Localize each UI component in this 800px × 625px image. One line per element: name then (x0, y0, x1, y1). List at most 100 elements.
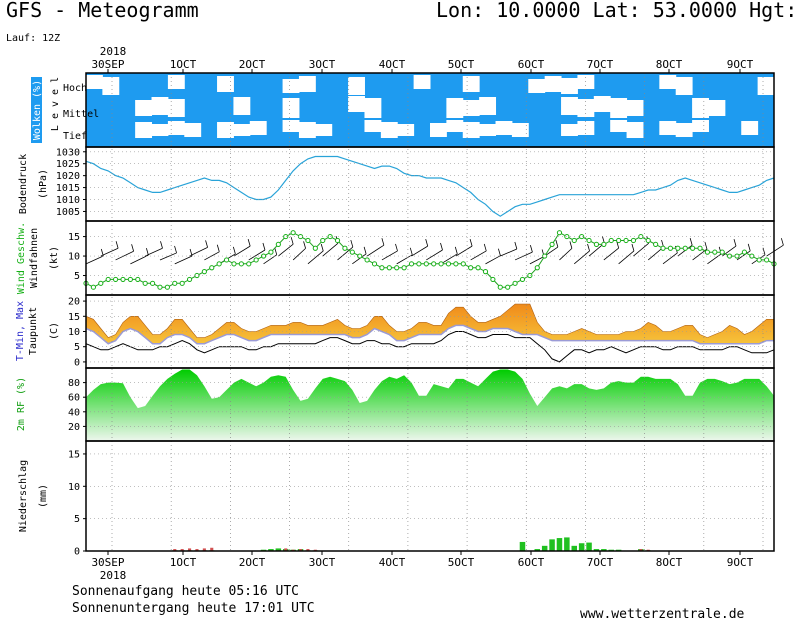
panel-frame-pressure (85, 146, 775, 222)
wind-speed-point (675, 245, 681, 251)
wind-speed-point (608, 237, 614, 244)
precip-bar-large-scale (210, 547, 214, 551)
pressure-ylabel: Bodendruck (18, 154, 29, 214)
wind-speed-point (275, 241, 281, 247)
wind-speed-point (112, 276, 119, 283)
time-label-top: 7OCT (587, 58, 614, 71)
wind-barb (529, 256, 545, 265)
wind-speed-point (593, 241, 600, 247)
precip-ylabel: Niederschlag (18, 460, 29, 532)
cloud-cell (151, 124, 169, 136)
wind-barb (455, 245, 473, 257)
wind-speed-point (172, 280, 178, 286)
wind-speed-point (749, 253, 755, 259)
cloud-cell (298, 122, 316, 138)
wind-barb-tick (115, 241, 119, 249)
cloud-cell (626, 122, 644, 138)
wind-speed-point (216, 261, 222, 267)
wind-barb (721, 245, 737, 257)
precip-bar-large-scale (639, 549, 643, 551)
wind-barb (115, 250, 134, 261)
cloud-cell (544, 76, 562, 92)
wind-barb-tick (469, 239, 473, 247)
cloud-cell (348, 96, 365, 112)
cloud-cell (298, 76, 316, 92)
wind-speed-point (334, 237, 341, 244)
wind-barb-tick (247, 239, 251, 247)
ytick-precipitation: 10 (68, 482, 80, 493)
wind-barb-tick (350, 239, 354, 248)
cloud-cell (561, 97, 578, 115)
wind-speed-point (342, 245, 348, 251)
cloud-cell (528, 79, 546, 93)
ytick-temperature: 20 (68, 297, 80, 308)
wind-speed-point (704, 249, 711, 255)
wind-unit: (kt) (49, 246, 60, 270)
wind-speed-point (490, 276, 496, 283)
temp-ylabel2: Taupunkt (28, 307, 39, 355)
wind-barb (559, 248, 573, 261)
cloud-cell (479, 124, 497, 136)
wind-barb (440, 253, 458, 265)
cloud-cell (167, 75, 185, 89)
cloud-cell (626, 100, 644, 116)
time-label-bottom: 9OCT (727, 556, 754, 569)
wind-barb (337, 246, 354, 261)
wind-speed-point (320, 237, 326, 244)
cloud-cell (577, 121, 595, 135)
cloud-cell (659, 75, 677, 89)
cloud-cell (217, 76, 234, 92)
precip-bar-large-scale (188, 548, 192, 551)
cloud-cell (593, 96, 611, 112)
wind-barb-tick (483, 243, 487, 252)
wind-barb-tick (747, 243, 751, 252)
humidity-ylabel: 2m RF (%) (16, 377, 27, 431)
wind-speed-point (453, 261, 459, 267)
cloud-cell (610, 98, 628, 118)
time-label-top: 6OCT (518, 58, 545, 71)
model-run: Lauf: 12Z (6, 33, 61, 44)
wind-speed-point (460, 261, 466, 267)
precip-bar-large-scale (284, 548, 288, 551)
temp-max-line (85, 303, 774, 338)
cloud-cell (364, 120, 382, 132)
wind-barb-tick (514, 241, 518, 250)
wind-speed-point (423, 261, 429, 267)
wind-speed-point (712, 249, 718, 255)
wind-barb (766, 244, 784, 257)
wind-barb (189, 246, 208, 257)
wind-speed-point (164, 284, 170, 290)
cloud-cell (446, 120, 464, 132)
wind-speed-point (556, 230, 563, 236)
precip-bar-convective (556, 538, 563, 551)
wind-barb (544, 246, 559, 257)
wind-speed-point (586, 237, 592, 244)
site-link[interactable]: www.wetterzentrale.de (580, 607, 745, 622)
cloud-cell (659, 121, 677, 135)
ytick-pressure: 1025 (56, 159, 80, 170)
cloud-cell (479, 97, 497, 115)
wind-speed-point (268, 249, 274, 255)
wind-speed-point (260, 253, 267, 259)
wind-speed-point (157, 284, 163, 290)
wind-speed-point (223, 257, 230, 263)
wind-barb-tick (569, 241, 573, 249)
precip-bar-large-scale (180, 549, 184, 551)
wind-speed-point (105, 276, 111, 283)
cloud-cell (184, 123, 202, 137)
precip-bar-large-scale (202, 548, 206, 551)
wind-barb-tick (174, 245, 177, 254)
wind-barb (307, 250, 324, 265)
wind-speed-point (238, 261, 244, 267)
cloud-cell (675, 123, 693, 137)
sunrise-text: Sonnenaufgang heute 05:16 UTC (72, 584, 299, 599)
wind-barb-tick (363, 246, 367, 255)
sunset-text: Sonnenuntergang heute 17:01 UTC (72, 601, 315, 616)
wind-barb (100, 247, 119, 257)
time-label-bottom: 3OCT (309, 556, 336, 569)
cloud-cell (462, 76, 480, 92)
wind-speed-point (209, 265, 215, 271)
wind-barb-tick (733, 238, 737, 247)
wind-speed-point (90, 284, 96, 290)
cloud-cell (282, 120, 300, 132)
